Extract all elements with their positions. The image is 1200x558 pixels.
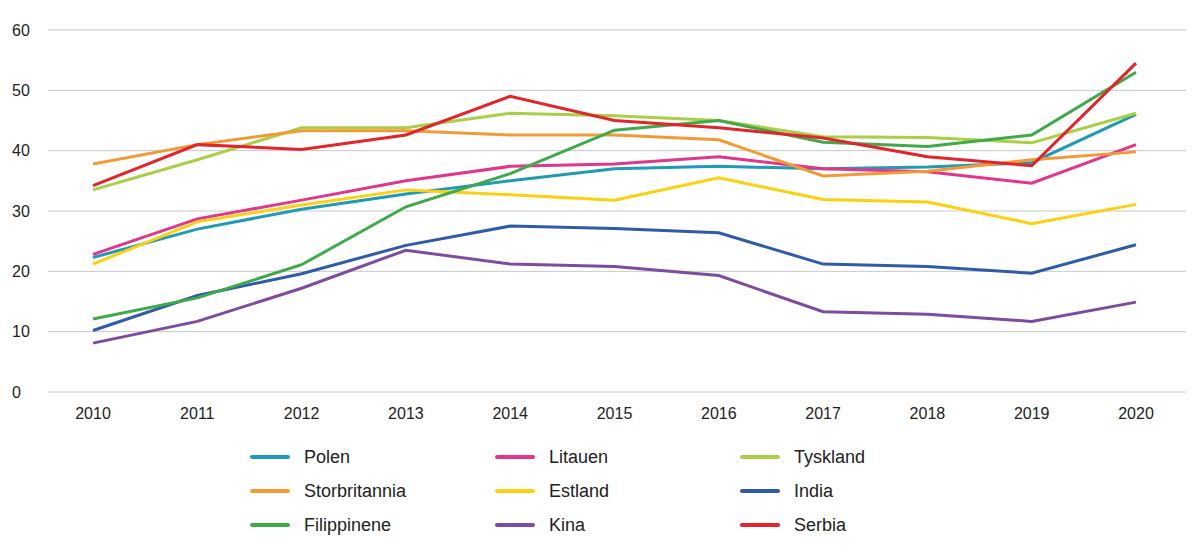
svg-text:30: 30 — [12, 203, 30, 220]
html-text:Serbia: Serbia — [794, 514, 846, 535]
svg-text:2020: 2020 — [1118, 405, 1154, 422]
html-text:Filippinene: Filippinene — [304, 514, 392, 535]
svg-text:2010: 2010 — [75, 405, 111, 422]
html-text:Kina: Kina — [549, 514, 585, 535]
svg-text:2017: 2017 — [805, 405, 841, 422]
svg-text:20: 20 — [12, 263, 30, 280]
svg-text:60: 60 — [12, 22, 30, 39]
html-text:Tyskland: Tyskland — [794, 446, 865, 467]
html-text:Polen: Polen — [304, 446, 350, 467]
svg-text:40: 40 — [12, 142, 30, 159]
svg-text:2016: 2016 — [701, 405, 737, 422]
svg-text:2014: 2014 — [492, 405, 528, 422]
svg-text:2011: 2011 — [180, 405, 215, 422]
html-text:Storbritannia: Storbritannia — [304, 480, 407, 501]
svg-text:50: 50 — [12, 82, 30, 99]
svg-text:2018: 2018 — [910, 405, 946, 422]
svg-text:2012: 2012 — [284, 405, 320, 422]
svg-text:2019: 2019 — [1014, 405, 1050, 422]
svg-text:10: 10 — [12, 323, 30, 340]
html-text:Litauen: Litauen — [549, 446, 609, 467]
svg-text:0: 0 — [12, 384, 21, 401]
html-text:India: India — [794, 480, 833, 501]
html-text:Estland: Estland — [549, 480, 609, 501]
svg-text:2015: 2015 — [597, 405, 633, 422]
svg-text:2013: 2013 — [388, 405, 424, 422]
